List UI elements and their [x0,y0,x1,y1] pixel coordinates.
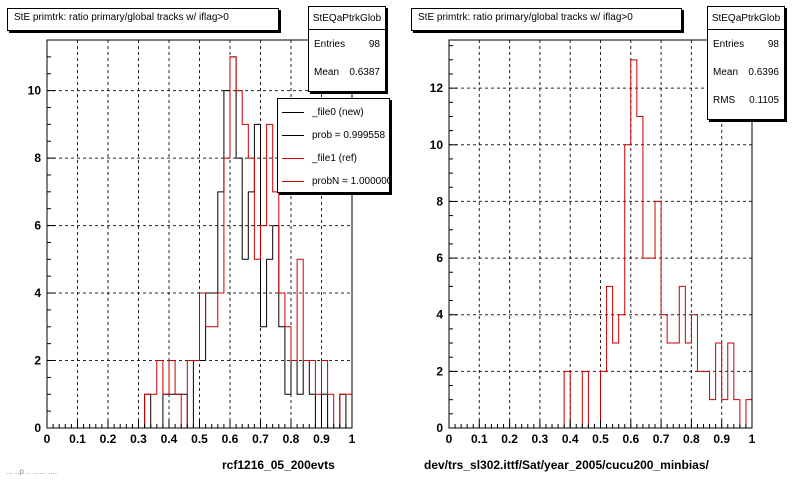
left-stats-box: StEQaPtrkGlob Entries 98 Mean 0.6387 [308,6,386,92]
x-tick-label: 1 [349,432,356,446]
right-stats-label: RMS [713,94,736,106]
y-tick-label: 10 [28,84,42,98]
legend-line-prob [282,135,304,136]
right-stats-value: 0.6396 [748,66,779,78]
right-stats-value: 98 [767,38,779,50]
x-tick-label: 0.2 [501,432,518,446]
left-title-box: StE primtrk: ratio primary/global tracks… [7,8,279,31]
left-stats-label: Mean [314,66,340,78]
x-tick-label: 0.8 [283,432,300,446]
x-tick-label: 0.3 [532,432,549,446]
right-stats-label: Mean [713,66,739,78]
legend-label: prob = 0.999558 [312,130,386,141]
y-tick-label: 4 [436,308,443,322]
legend-entry-new: _file0 (new) [278,101,389,124]
legend-label: probN = 1.000000 [312,176,390,187]
legend-label: _file1 (ref) [312,153,358,164]
left-title: StE primtrk: ratio primary/global tracks… [14,12,229,23]
y-tick-label: 0 [436,421,443,435]
x-tick-label: 0.9 [713,432,730,446]
legend-line-probn [282,181,304,182]
left-stats-value: 98 [368,38,380,50]
legend-entry-ref: _file1 (ref) [278,147,389,170]
y-tick-label: 8 [34,151,41,165]
x-tick-label: 0.8 [683,432,700,446]
x-tick-label: 0 [446,432,453,446]
right-stats-box: StEQaPtrkGlob Entries 98 Mean 0.6396 RMS… [707,6,785,120]
right-stats-row-rms: RMS 0.1105 [708,86,784,114]
left-bottom-label: rcf1216_05_200evts [222,458,335,472]
left-corner-text: ... ..p .. ...... .... [6,467,58,476]
legend-line-ref [282,158,304,159]
right-stats-value: 0.1105 [749,94,779,106]
y-tick-label: 4 [34,286,41,300]
x-tick-label: 0.7 [653,432,670,446]
right-stats-label: Entries [713,38,745,50]
y-tick-label: 0 [34,421,41,435]
x-tick-label: 0.2 [100,432,117,446]
x-tick-label: 0.6 [622,432,639,446]
left-stats-label: Entries [314,38,346,50]
x-tick-label: 0.4 [161,432,178,446]
right-title: StE primtrk: ratio primary/global tracks… [418,12,633,23]
legend-label: _file0 (new) [312,107,364,118]
right-stats-row-entries: Entries 98 [708,30,784,58]
x-tick-label: 0.9 [313,432,330,446]
y-tick-label: 2 [34,354,41,368]
y-tick-label: 2 [436,364,443,378]
legend-entry-prob: prob = 0.999558 [278,124,389,147]
legend-line-new [282,112,304,113]
x-tick-label: 0 [44,432,51,446]
y-tick-label: 6 [34,219,41,233]
left-legend: _file0 (new) prob = 0.999558 _file1 (ref… [277,98,390,193]
x-tick-label: 0.3 [130,432,147,446]
y-tick-label: 6 [436,251,443,265]
y-tick-label: 8 [436,194,443,208]
x-tick-label: 0.5 [592,432,609,446]
right-bottom-label: dev/trs_sl302.ittf/Sat/year_2005/cucu200… [424,458,709,472]
right-title-box: StE primtrk: ratio primary/global tracks… [411,8,682,31]
legend-entry-probn: probN = 1.000000 [278,170,390,192]
x-tick-label: 0.1 [69,432,86,446]
x-tick-label: 0.7 [252,432,269,446]
x-tick-label: 0.1 [471,432,488,446]
x-tick-label: 0.4 [562,432,579,446]
left-stats-name: StEQaPtrkGlob [309,7,385,30]
left-stats-row-entries: Entries 98 [309,30,385,58]
right-stats-name: StEQaPtrkGlob [708,7,784,30]
y-tick-label: 10 [430,138,444,152]
x-tick-label: 1 [749,432,756,446]
left-stats-value: 0.6387 [349,66,380,78]
right-stats-row-mean: Mean 0.6396 [708,58,784,86]
x-tick-label: 0.6 [222,432,239,446]
y-tick-label: 12 [430,81,444,95]
left-stats-row-mean: Mean 0.6387 [309,58,385,86]
x-tick-label: 0.5 [191,432,208,446]
